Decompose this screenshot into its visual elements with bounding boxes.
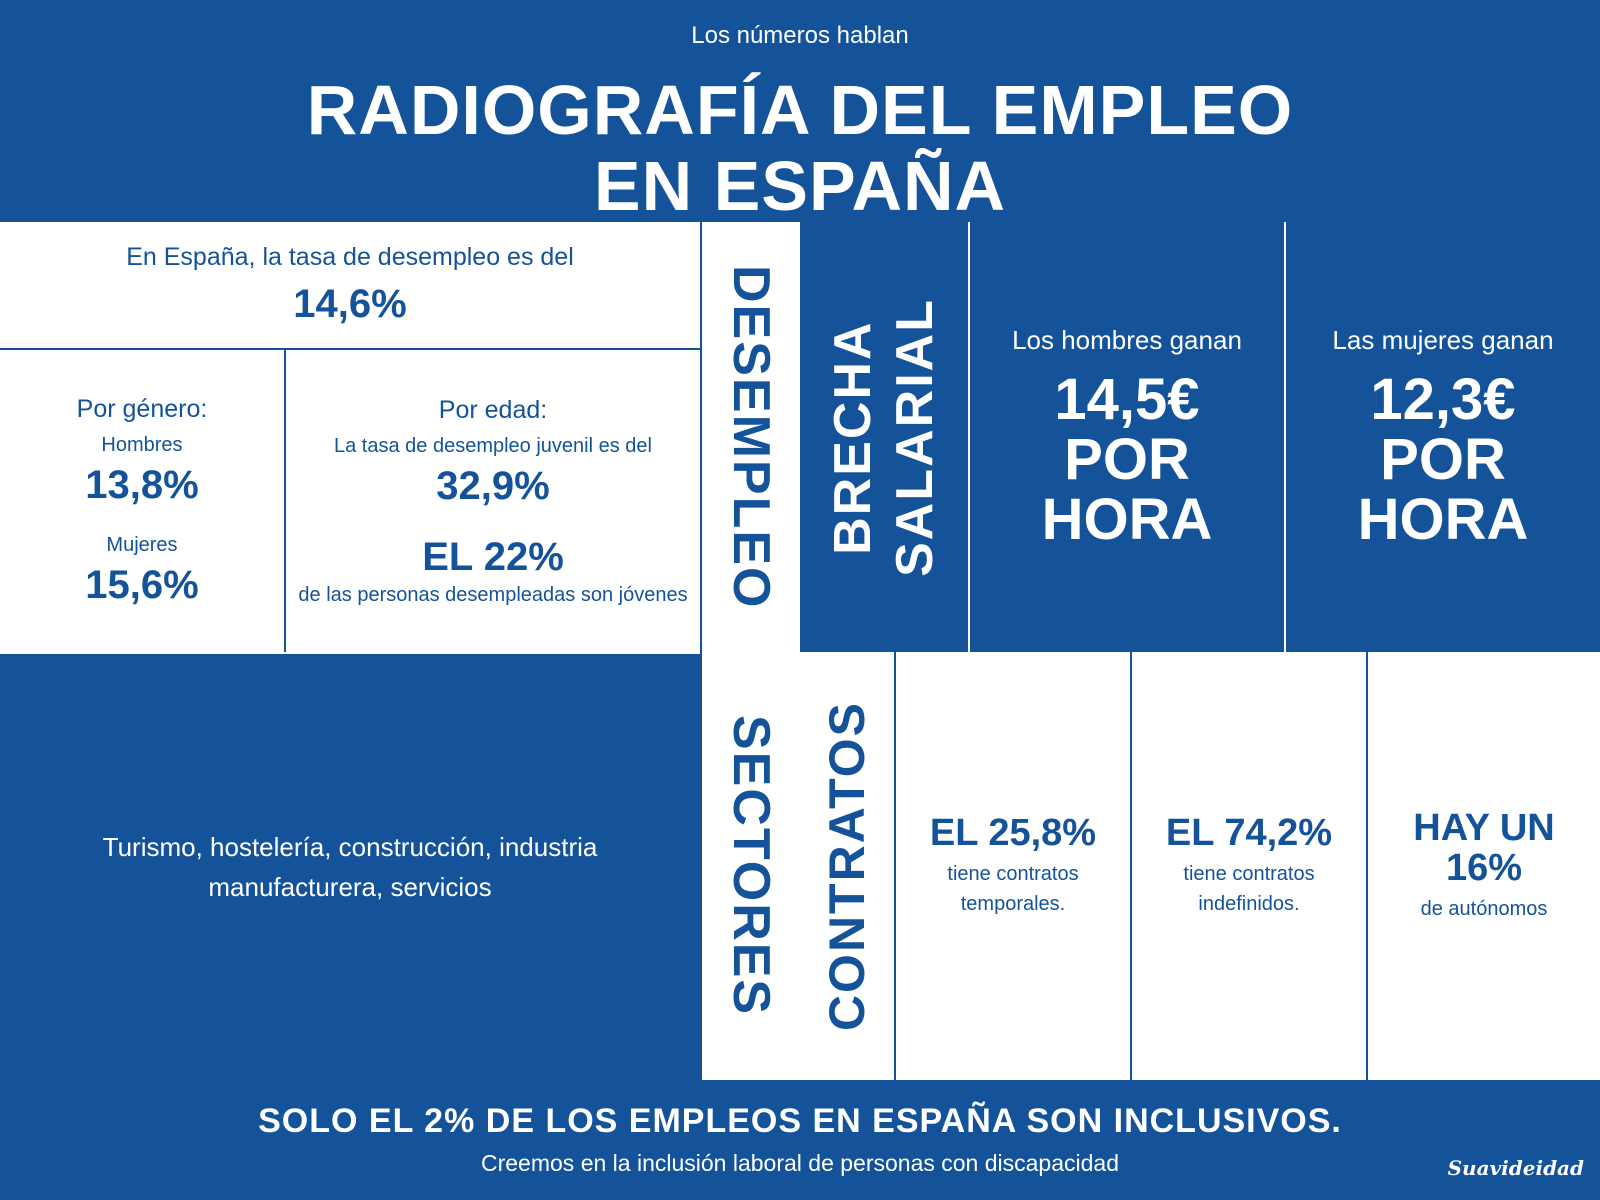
temporary-contracts-text-line-1: tiene contratos [947, 863, 1079, 885]
gender-panel: Por género: Hombres 13,8% Mujeres 15,6% [0, 350, 286, 652]
contratos-label-text: CONTRATOS [819, 700, 875, 1032]
title-line-1: RADIOGRAFÍA DEL EMPLEO [306, 71, 1294, 149]
sectors-line-1: Turismo, hostelería, construcción, indus… [102, 832, 598, 862]
men-wage-per: POR [1064, 426, 1190, 492]
youth-share-text: de las personas desempleadas son jóvenes [298, 583, 688, 606]
women-unemployment-value: 15,6% [85, 562, 199, 607]
men-wage-text: Los hombres ganan [1012, 324, 1242, 355]
youth-share-value: EL 22% [422, 534, 564, 579]
men-label: Hombres [101, 433, 183, 456]
header-subtitle: Los números hablan [691, 22, 909, 49]
brecha-label-line-2: SALARIAL [886, 297, 944, 577]
women-label: Mujeres [106, 533, 178, 556]
unemployment-rate-text: En España, la tasa de desempleo es del [126, 243, 574, 271]
sectors-panel: Turismo, hostelería, construcción, indus… [0, 652, 700, 1080]
temporary-contracts-panel: EL 25,8% tiene contratos temporales. [894, 652, 1130, 1080]
women-wage-text: Las mujeres ganan [1332, 324, 1554, 355]
desempleo-label-text: DESEMPLEO [722, 264, 780, 610]
women-wage-amount: 12,3€ [1370, 366, 1516, 432]
temporary-contracts-value: EL 25,8% [929, 812, 1097, 854]
brand-signature: Suavideidad [1447, 1156, 1584, 1180]
brecha-label-text: BRECHA SALARIAL [822, 298, 946, 577]
men-wage-hour: HORA [1041, 486, 1213, 552]
women-wage-hour: HORA [1357, 486, 1529, 552]
self-employed-panel: HAY UN 16% de autónomos [1366, 652, 1600, 1080]
men-unemployment-value: 13,8% [85, 462, 199, 507]
sectors-line-2: manufacturera, servicios [208, 872, 492, 902]
indefinite-contracts-text-line-2: indefinidos. [1198, 893, 1300, 915]
page-title: RADIOGRAFÍA DEL EMPLEO EN ESPAÑA [0, 72, 1600, 224]
gender-title: Por género: [76, 394, 208, 423]
desempleo-section-label: DESEMPLEO [700, 222, 800, 652]
indefinite-contracts-text: tiene contratos indefinidos. [1183, 859, 1314, 919]
brecha-section-label: BRECHA SALARIAL [800, 222, 968, 652]
temporary-contracts-text: tiene contratos temporales. [947, 859, 1078, 919]
indefinite-contracts-value: EL 74,2% [1165, 812, 1333, 854]
indefinite-contracts-text-line-1: tiene contratos [1183, 863, 1315, 885]
youth-rate-value: 32,9% [436, 463, 550, 508]
self-employed-text: de autónomos [1420, 898, 1548, 920]
unemployment-rate-value: 14,6% [293, 282, 407, 326]
sectores-label-text: SECTORES [722, 715, 780, 1017]
women-wage-panel: Las mujeres ganan 12,3€ POR HORA [1284, 222, 1600, 652]
contratos-section-label: CONTRATOS [800, 652, 894, 1080]
sectores-section-label: SECTORES [700, 652, 800, 1080]
men-wage-panel: Los hombres ganan 14,5€ POR HORA [968, 222, 1284, 652]
women-wage-per: POR [1380, 426, 1506, 492]
footer-headline: SOLO EL 2% DE LOS EMPLEOS EN ESPAÑA SON … [258, 1102, 1342, 1140]
unemployment-rate-panel: En España, la tasa de desempleo es del 1… [0, 222, 700, 350]
youth-rate-text: La tasa de desempleo juvenil es del [334, 434, 652, 457]
temporary-contracts-text-line-2: temporales. [960, 893, 1066, 915]
footer-subline: Creemos en la inclusión laboral de perso… [481, 1150, 1119, 1176]
age-title: Por edad: [438, 395, 548, 424]
self-employed-line-1: HAY UN [1413, 807, 1555, 849]
self-employed-value: 16% [1445, 847, 1523, 889]
footer-banner: SOLO EL 2% DE LOS EMPLEOS EN ESPAÑA SON … [0, 1080, 1600, 1200]
men-wage-amount: 14,5€ [1054, 366, 1200, 432]
brecha-label-line-1: BRECHA [824, 319, 882, 555]
title-line-2: EN ESPAÑA [593, 147, 1007, 225]
indefinite-contracts-panel: EL 74,2% tiene contratos indefinidos. [1130, 652, 1366, 1080]
age-panel: Por edad: La tasa de desempleo juvenil e… [286, 350, 700, 652]
header-banner: Los números hablan RADIOGRAFÍA DEL EMPLE… [0, 0, 1600, 224]
